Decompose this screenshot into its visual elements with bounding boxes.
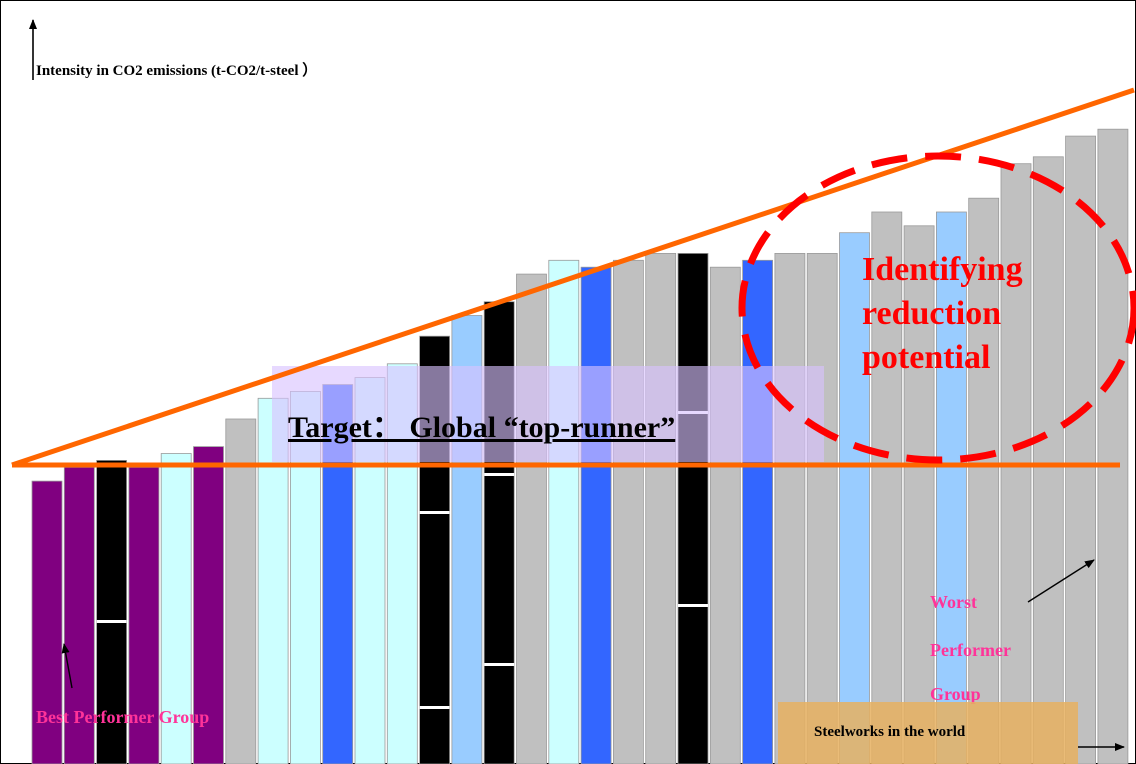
steelworks-bar bbox=[1065, 135, 1096, 764]
bar-segment-divider bbox=[419, 706, 450, 709]
bar-segment-divider bbox=[484, 663, 515, 666]
bar-segment-divider bbox=[96, 620, 127, 623]
worst-performer-arrow bbox=[1027, 559, 1095, 603]
steelworks-bar bbox=[225, 418, 257, 764]
y-axis-label: Intensity in CO2 emissions (t-CO2/t-stee… bbox=[36, 61, 317, 79]
steelworks-bar bbox=[516, 273, 547, 764]
steelworks-bar bbox=[709, 266, 741, 764]
x-axis-label-box bbox=[778, 702, 1078, 764]
steelworks-bar bbox=[871, 211, 903, 764]
target-label: Target： Global “top-runner” bbox=[288, 411, 675, 444]
reduction-label-line-2: reduction bbox=[862, 295, 1001, 332]
x-axis-label: Steelworks in the world bbox=[814, 724, 966, 740]
worst-performer-label-line-2: Performer bbox=[930, 640, 1011, 660]
steelworks-bar bbox=[63, 466, 95, 764]
steelworks-bar bbox=[160, 453, 192, 764]
steelworks-bar bbox=[936, 211, 967, 764]
steelworks-bar bbox=[580, 266, 612, 764]
reduction-label-line-1: Identifying bbox=[862, 251, 1023, 288]
steelworks-bar bbox=[1032, 156, 1064, 764]
reduction-label-line-3: potential bbox=[862, 339, 990, 376]
steelworks-bar bbox=[96, 459, 127, 764]
steelworks-bar bbox=[31, 480, 63, 764]
bar-segment-divider bbox=[678, 604, 708, 607]
steelworks-bar bbox=[806, 252, 838, 764]
steelworks-bar bbox=[613, 259, 644, 764]
best-performer-arrow bbox=[61, 643, 73, 689]
worst-performer-label-line-1: Worst bbox=[930, 592, 977, 612]
steelworks-bar bbox=[839, 232, 870, 764]
steelworks-bar bbox=[645, 252, 677, 764]
steelworks-bar bbox=[774, 252, 806, 764]
steelworks-bar bbox=[903, 225, 935, 764]
steelworks-bar bbox=[193, 446, 224, 764]
emission-trend-line bbox=[11, 87, 1135, 468]
steelworks-bar bbox=[968, 197, 1000, 764]
bar-segment-divider bbox=[419, 511, 450, 514]
bar-segment-divider bbox=[484, 473, 515, 476]
target-label-box bbox=[272, 366, 824, 462]
best-performer-label: Best Performer Group bbox=[36, 707, 209, 727]
steelworks-bar bbox=[548, 259, 580, 764]
worst-performer-label-line-3: Group bbox=[930, 684, 981, 704]
reduction-potential-ellipse bbox=[738, 152, 1136, 464]
steelworks-bar bbox=[677, 252, 709, 764]
